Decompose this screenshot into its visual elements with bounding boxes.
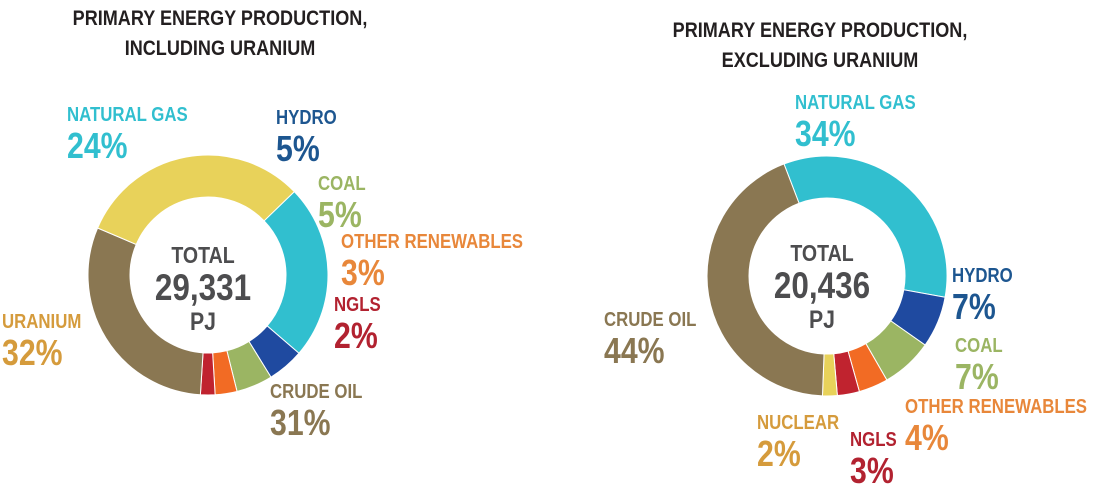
donut-chart (87, 154, 329, 396)
label-name: HYDRO (952, 265, 1013, 287)
chart-including-uranium: PRIMARY ENERGY PRODUCTION, INCLUDING URA… (0, 0, 550, 488)
label-name: COAL (318, 173, 366, 195)
label-name: COAL (955, 335, 1003, 357)
center-total-value: 29,331 (154, 267, 252, 308)
label-value: 7% (952, 286, 996, 327)
label-name: NATURAL GAS (67, 104, 188, 126)
label-ngls: NGLS 3% (850, 428, 897, 490)
label-name: OTHER RENEWABLES (341, 231, 524, 253)
label-other-renewables: OTHER RENEWABLES 4% (905, 395, 1087, 457)
label-name: CRUDE OIL (270, 381, 363, 403)
label-value: 2% (757, 433, 801, 474)
chart-title-text: PRIMARY ENERGY PRODUCTION, EXCLUDING URA… (672, 19, 968, 72)
label-nuclear: NUCLEAR 2% (757, 411, 839, 473)
label-natural-gas: NATURAL GAS 24% (67, 103, 188, 165)
label-name: NGLS (850, 429, 897, 451)
label-value: 3% (850, 450, 894, 491)
center-total-label: TOTAL (171, 242, 235, 268)
label-name: NGLS (334, 294, 381, 316)
label-value: 44% (604, 330, 665, 371)
label-crude-oil: CRUDE OIL 31% (270, 380, 362, 442)
donut-slice-natural-gas (783, 155, 948, 298)
label-name: HYDRO (276, 107, 337, 129)
label-value: 4% (905, 417, 949, 458)
chart-title-text: PRIMARY ENERGY PRODUCTION, INCLUDING URA… (72, 7, 368, 60)
donut-slice-crude-oil (706, 163, 825, 397)
label-uranium: URANIUM 32% (2, 310, 81, 372)
label-value: 24% (67, 125, 128, 166)
label-ngls: NGLS 2% (334, 293, 381, 355)
chart-excluding-uranium: PRIMARY ENERGY PRODUCTION, EXCLUDING URA… (550, 0, 1099, 488)
label-crude-oil: CRUDE OIL 44% (604, 308, 696, 370)
label-value: 5% (318, 194, 362, 235)
label-natural-gas: NATURAL GAS 34% (795, 91, 916, 153)
label-other-renewables: OTHER RENEWABLES 3% (341, 230, 523, 292)
chart-title: PRIMARY ENERGY PRODUCTION, EXCLUDING URA… (639, 16, 1000, 76)
center-total: TOTAL 20,436 PJ (747, 240, 897, 334)
chart-title: PRIMARY ENERGY PRODUCTION, INCLUDING URA… (31, 4, 409, 64)
label-name: CRUDE OIL (604, 309, 697, 331)
label-value: 5% (276, 128, 320, 169)
label-name: OTHER RENEWABLES (905, 396, 1088, 418)
label-value: 31% (270, 402, 331, 443)
center-total: TOTAL 29,331 PJ (128, 242, 278, 336)
center-total-unit: PJ (189, 308, 217, 336)
donut-slice-crude-oil (87, 227, 204, 396)
label-name: NUCLEAR (757, 412, 840, 434)
label-coal: COAL 5% (318, 172, 366, 234)
center-total-value: 20,436 (773, 265, 871, 306)
label-hydro: HYDRO 5% (276, 106, 337, 168)
center-total-label: TOTAL (790, 240, 854, 266)
label-value: 34% (795, 113, 856, 154)
center-total-unit: PJ (808, 306, 836, 334)
label-value: 3% (341, 252, 385, 293)
label-coal: COAL 7% (955, 334, 1003, 396)
label-hydro: HYDRO 7% (952, 264, 1013, 326)
donut-chart (706, 155, 948, 397)
label-value: 2% (334, 315, 378, 356)
label-value: 7% (955, 356, 999, 397)
label-name: URANIUM (2, 311, 82, 333)
label-value: 32% (2, 332, 63, 373)
label-name: NATURAL GAS (795, 92, 916, 114)
donut-slice-uranium (96, 154, 296, 246)
